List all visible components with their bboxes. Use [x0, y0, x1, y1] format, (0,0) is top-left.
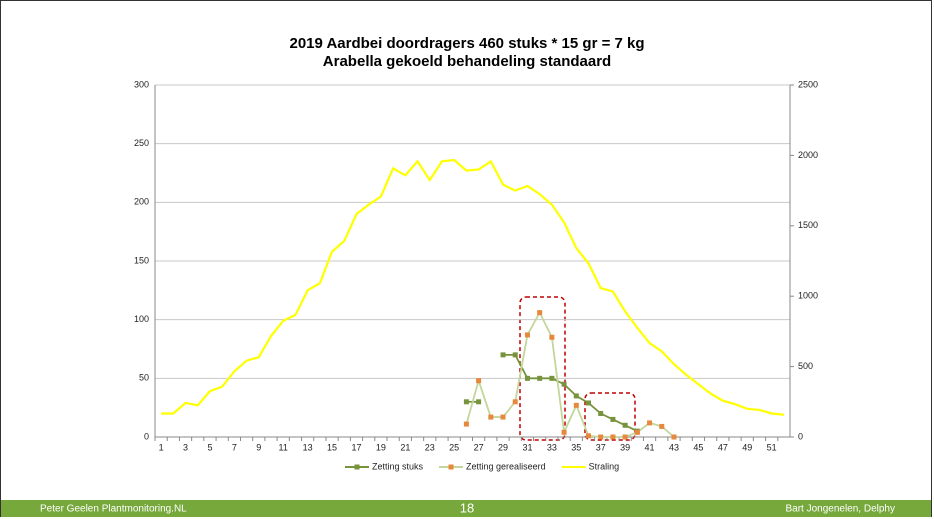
y2-tick-label: 1500	[798, 220, 818, 230]
series-marker	[463, 399, 469, 405]
x-tick-label: 43	[669, 442, 679, 452]
chart-subtitle: Arabella gekoeld behandeling standaard	[323, 53, 611, 70]
y2-tick-label: 500	[798, 361, 813, 371]
series-marker	[622, 434, 628, 440]
series-marker	[622, 422, 628, 428]
series-marker	[561, 381, 567, 387]
x-tick-label: 15	[327, 442, 337, 452]
x-tick-label: 39	[620, 442, 630, 452]
x-tick-label: 45	[693, 442, 703, 452]
y-tick-label: 100	[134, 314, 149, 324]
series-marker	[549, 375, 555, 381]
series-marker	[659, 423, 665, 429]
y-tick-label: 0	[144, 431, 149, 441]
x-tick-label: 5	[207, 442, 212, 452]
x-tick-label: 31	[522, 442, 532, 452]
series-marker	[573, 393, 579, 399]
series-marker	[573, 402, 579, 408]
series-marker	[549, 334, 555, 340]
series-line	[161, 158, 785, 416]
series-marker	[610, 416, 616, 422]
series-marker	[586, 433, 592, 439]
x-tick-label: 29	[498, 442, 508, 452]
x-tick-label: 23	[425, 442, 435, 452]
legend-label: Zetting stuks	[372, 461, 424, 471]
x-tick-label: 35	[571, 442, 581, 452]
x-tick-label: 41	[645, 442, 655, 452]
y-tick-label: 150	[134, 255, 149, 265]
series-marker	[488, 414, 494, 420]
x-tick-label: 33	[547, 442, 557, 452]
highlight-box	[584, 392, 636, 441]
x-tick-label: 3	[183, 442, 188, 452]
x-tick-label: 13	[303, 442, 313, 452]
series-marker	[586, 400, 592, 406]
series-marker	[647, 420, 653, 426]
y2-tick-label: 0	[798, 431, 803, 441]
series-marker	[537, 310, 543, 316]
series-marker	[598, 434, 604, 440]
series-marker	[500, 414, 506, 420]
legend-marker	[354, 464, 360, 470]
x-tick-label: 7	[232, 442, 237, 452]
series-marker	[512, 399, 518, 405]
x-tick-label: 17	[351, 442, 361, 452]
series-marker	[610, 434, 616, 440]
x-tick-label: 51	[767, 442, 777, 452]
series-marker	[537, 375, 543, 381]
x-tick-label: 27	[474, 442, 484, 452]
footer-right: Bart Jongenelen, Delphy	[785, 504, 895, 515]
series-marker	[524, 375, 530, 381]
x-tick-label: 47	[718, 442, 728, 452]
y2-tick-label: 2500	[798, 79, 818, 89]
chart-title: 2019 Aardbei doordragers 460 stuks * 15 …	[289, 35, 644, 52]
footer-bar	[1, 500, 931, 517]
series-marker	[512, 352, 518, 358]
series-marker	[634, 429, 640, 435]
y-tick-label: 200	[134, 197, 149, 207]
y2-tick-label: 2000	[798, 150, 818, 160]
legend-label: Zetting gerealiseerd	[466, 461, 546, 471]
x-tick-label: 21	[400, 442, 410, 452]
series-marker	[476, 399, 482, 405]
x-tick-label: 37	[596, 442, 606, 452]
x-tick-label: 19	[376, 442, 386, 452]
x-tick-label: 11	[279, 442, 288, 452]
x-tick-label: 9	[256, 442, 261, 452]
legend-label: Straling	[589, 461, 620, 471]
y-tick-label: 50	[139, 373, 149, 383]
series-marker	[463, 421, 469, 427]
x-tick-label: 1	[159, 442, 164, 452]
x-tick-label: 25	[449, 442, 459, 452]
series-marker	[500, 352, 506, 358]
series-marker	[524, 332, 530, 338]
footer-left: Peter Geelen Plantmonitoring.NL	[40, 504, 187, 515]
series-marker	[561, 429, 567, 435]
series-marker	[598, 411, 604, 417]
y-tick-label: 250	[134, 138, 149, 148]
series-marker	[476, 378, 482, 384]
legend-marker	[448, 464, 454, 470]
y2-tick-label: 1000	[798, 291, 818, 301]
page-number: 18	[460, 500, 474, 515]
series-marker	[671, 434, 677, 440]
highlight-box	[519, 296, 566, 441]
x-tick-label: 49	[742, 442, 752, 452]
y-tick-label: 300	[134, 79, 149, 89]
